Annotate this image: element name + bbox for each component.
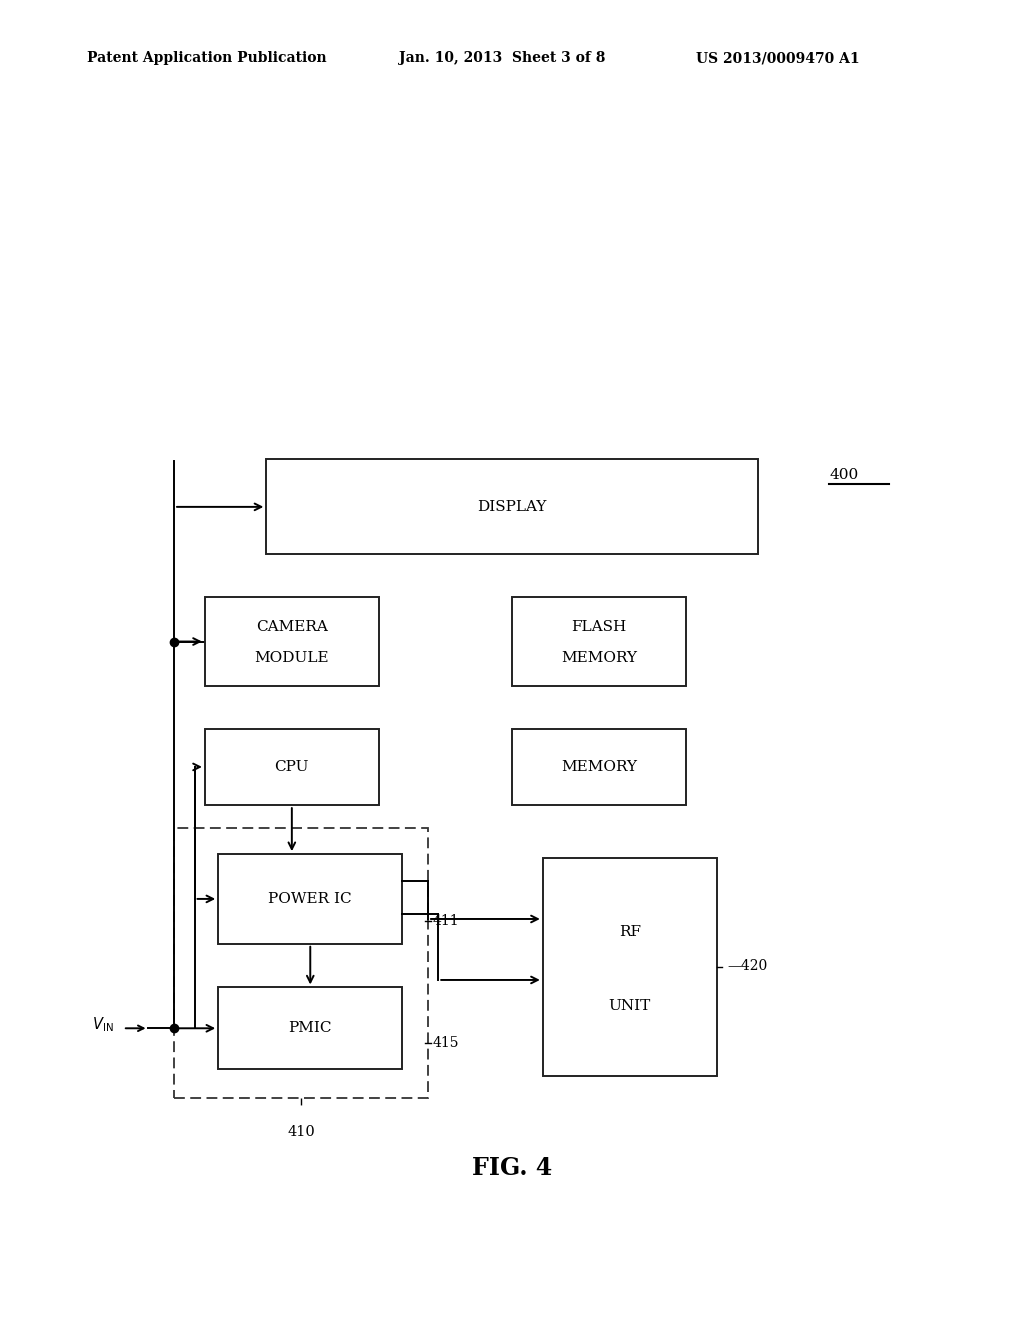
Text: Patent Application Publication: Patent Application Publication bbox=[87, 51, 327, 65]
Text: POWER IC: POWER IC bbox=[268, 892, 352, 906]
Text: 400: 400 bbox=[829, 467, 859, 482]
Text: US 2013/0009470 A1: US 2013/0009470 A1 bbox=[696, 51, 860, 65]
Text: $V_{\mathrm{IN}}$: $V_{\mathrm{IN}}$ bbox=[92, 1015, 114, 1034]
Bar bbox=[218, 854, 402, 944]
Text: MEMORY: MEMORY bbox=[561, 651, 637, 665]
Text: DISPLAY: DISPLAY bbox=[477, 500, 547, 513]
Bar bbox=[266, 459, 758, 554]
Bar bbox=[174, 828, 428, 1098]
Text: MODULE: MODULE bbox=[255, 651, 329, 665]
Bar bbox=[205, 597, 379, 686]
Text: PMIC: PMIC bbox=[289, 1022, 332, 1035]
Text: —420: —420 bbox=[727, 960, 767, 973]
Text: CPU: CPU bbox=[274, 760, 309, 774]
Text: MEMORY: MEMORY bbox=[561, 760, 637, 774]
Bar bbox=[512, 597, 686, 686]
Bar bbox=[205, 729, 379, 805]
Text: FLASH: FLASH bbox=[571, 620, 627, 634]
Text: 410: 410 bbox=[287, 1125, 315, 1139]
Text: UNIT: UNIT bbox=[608, 999, 651, 1014]
Text: 411: 411 bbox=[432, 915, 459, 928]
Text: 415: 415 bbox=[432, 1036, 459, 1049]
Text: CAMERA: CAMERA bbox=[256, 620, 328, 634]
Bar bbox=[543, 858, 717, 1076]
Bar bbox=[218, 987, 402, 1069]
Text: FIG. 4: FIG. 4 bbox=[472, 1156, 552, 1180]
Text: RF: RF bbox=[618, 925, 641, 939]
Bar bbox=[512, 729, 686, 805]
Text: Jan. 10, 2013  Sheet 3 of 8: Jan. 10, 2013 Sheet 3 of 8 bbox=[399, 51, 606, 65]
